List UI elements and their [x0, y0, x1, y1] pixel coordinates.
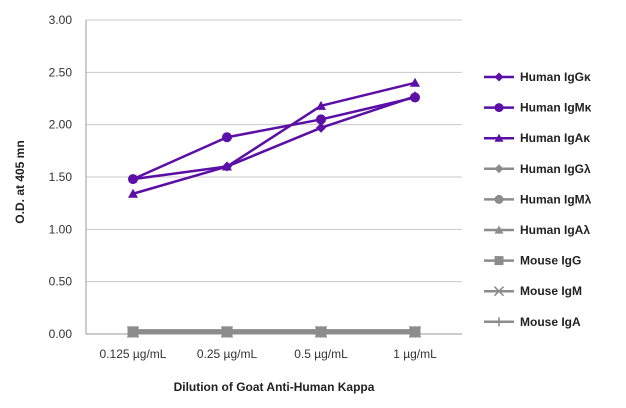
legend-label: Human IgGκ — [520, 70, 591, 84]
data-point — [222, 132, 232, 143]
series-line — [132, 96, 416, 181]
data-point — [315, 326, 327, 338]
legend-label: Mouse IgM — [520, 284, 582, 298]
data-point — [316, 100, 326, 110]
gridlines — [86, 19, 462, 283]
x-axis-title: Dilution of Goat Anti-Human Kappa — [174, 380, 375, 394]
legend-label: Mouse IgG — [520, 254, 581, 268]
data-point — [410, 92, 420, 103]
series-1 — [128, 92, 420, 185]
series-2 — [128, 77, 420, 198]
series-line — [132, 81, 416, 195]
data-point — [127, 326, 139, 338]
x-tick-label: 0.125 µg/mL — [100, 347, 167, 361]
y-tick-label: 2.00 — [49, 118, 73, 132]
data-point — [316, 122, 326, 133]
legend-swatch-marker — [494, 164, 504, 174]
legend-swatch-marker — [494, 103, 504, 113]
legend-swatch-marker — [493, 286, 505, 297]
data-point — [316, 114, 326, 125]
legend-label: Human IgAλ — [520, 223, 590, 237]
data-point — [128, 188, 138, 198]
legend-item: Mouse IgM — [484, 284, 582, 298]
y-tick-label: 0.50 — [49, 275, 73, 289]
x-tick-label: 0.25 µg/mL — [197, 347, 258, 361]
legend-label: Human IgMκ — [520, 101, 592, 115]
data-point — [222, 161, 232, 171]
legend-swatch-marker — [494, 194, 504, 204]
legend-label: Human IgMλ — [520, 192, 592, 206]
data-point — [128, 174, 138, 185]
y-tick-label: 1.50 — [49, 170, 73, 184]
series-line — [132, 95, 416, 181]
legend-item: Human IgAκ — [484, 131, 590, 145]
legend-label: Human IgGλ — [520, 162, 591, 176]
x-tick-label: 0.5 µg/mL — [294, 347, 348, 361]
data-point — [409, 326, 421, 338]
series — [126, 77, 422, 338]
y-tick-labels: 0.00 0.50 1.00 1.50 2.00 2.50 3.00 — [49, 13, 73, 341]
legend-item: Mouse IgA — [484, 315, 581, 329]
data-point — [410, 77, 420, 87]
y-tick-label: 0.00 — [49, 327, 73, 341]
legend-swatch-marker — [494, 256, 504, 266]
legend-label: Mouse IgA — [520, 315, 581, 329]
legend-item: Human IgGκ — [484, 70, 591, 84]
legend-item: Human IgAλ — [484, 223, 590, 237]
legend-swatch-marker — [494, 133, 504, 142]
data-point — [221, 326, 233, 338]
x-tick-label: 1 µg/mL — [393, 347, 437, 361]
legend-swatch-marker — [494, 72, 504, 82]
legend-item: Human IgMλ — [484, 192, 592, 206]
legend-label: Human IgAκ — [520, 131, 590, 145]
y-tick-label: 1.00 — [49, 222, 73, 236]
y-tick-label: 3.00 — [49, 13, 73, 27]
legend-swatch-marker — [494, 225, 504, 234]
legend: Human IgGκ Human IgMκ Human IgAκ Human IgGλ… — [484, 70, 592, 329]
series-8 — [127, 326, 421, 338]
x-tick-labels: 0.125 µg/mL 0.25 µg/mL 0.5 µg/mL 1 µg/mL — [100, 347, 438, 361]
legend-item: Human IgGλ — [484, 162, 591, 176]
y-tick-label: 2.50 — [49, 65, 73, 79]
legend-swatch-marker — [494, 317, 504, 327]
y-axis-title: O.D. at 405 mn — [13, 140, 27, 223]
legend-item: Mouse IgG — [484, 254, 581, 268]
legend-item: Human IgMκ — [484, 101, 592, 115]
